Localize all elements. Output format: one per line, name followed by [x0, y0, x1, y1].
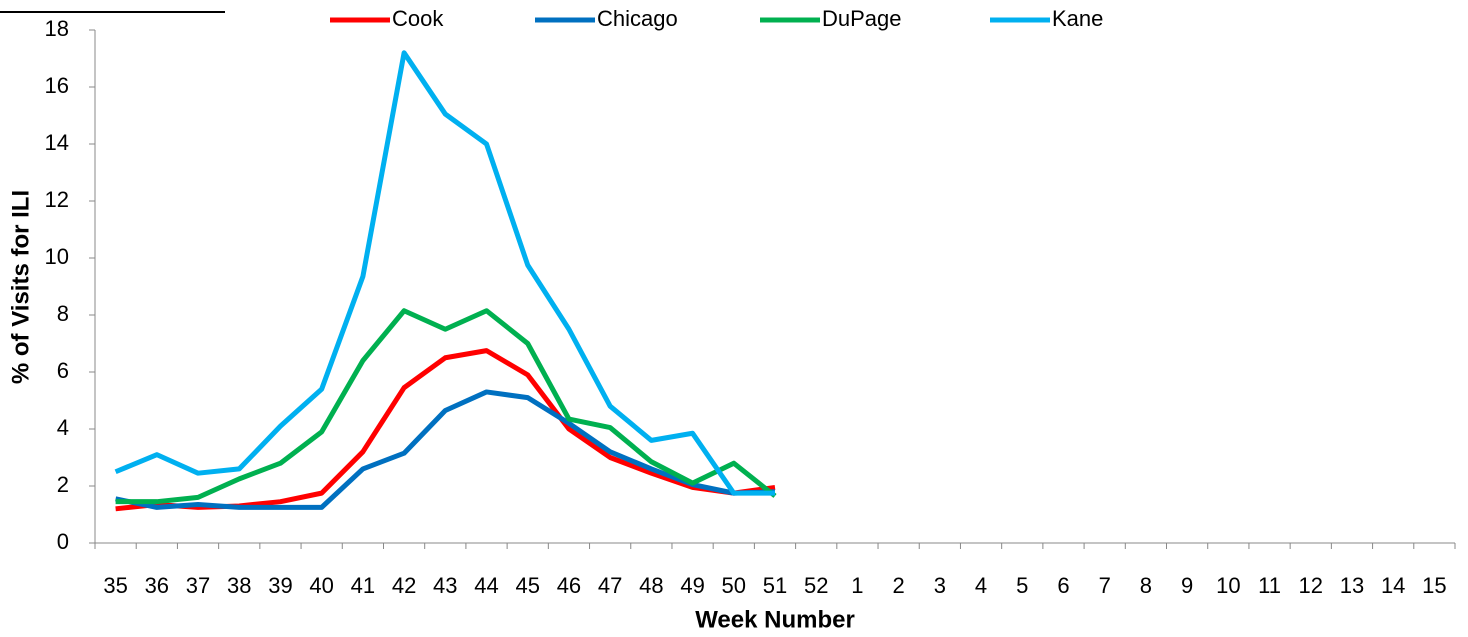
x-axis-title: Week Number: [695, 606, 855, 633]
y-tick-label: 16: [45, 73, 69, 98]
y-tick-label: 2: [57, 472, 69, 497]
y-tick-label: 0: [57, 529, 69, 554]
x-tick-label: 41: [351, 573, 375, 598]
series-line: [115, 308, 777, 505]
x-tick-label: 48: [639, 573, 663, 598]
x-tick-label: 49: [680, 573, 704, 598]
legend-label: Cook: [392, 6, 444, 31]
x-tick-label: 2: [893, 573, 905, 598]
x-tick-label: 10: [1216, 573, 1240, 598]
x-tick-label: 1: [851, 573, 863, 598]
x-tick-label: 8: [1140, 573, 1152, 598]
series-line: [115, 348, 776, 512]
x-tick-label: 14: [1381, 573, 1405, 598]
x-tick-label: 3: [934, 573, 946, 598]
y-tick-label: 4: [57, 415, 69, 440]
x-tick-label: 42: [392, 573, 416, 598]
x-tick-label: 46: [557, 573, 581, 598]
x-tick-label: 36: [145, 573, 169, 598]
y-tick-label: 10: [45, 244, 69, 269]
y-axis-title: % of Visits for ILI: [7, 190, 34, 384]
legend-label: Chicago: [597, 6, 678, 31]
x-tick-label: 35: [103, 573, 127, 598]
x-tick-label: 15: [1422, 573, 1446, 598]
x-tick-label: 51: [763, 573, 787, 598]
y-tick-label: 18: [45, 16, 69, 41]
x-tick-label: 5: [1016, 573, 1028, 598]
legend-label: DuPage: [822, 6, 902, 31]
x-tick-label: 6: [1057, 573, 1069, 598]
x-tick-label: 45: [515, 573, 539, 598]
x-tick-label: 4: [975, 573, 987, 598]
x-tick-label: 37: [186, 573, 210, 598]
x-tick-label: 47: [598, 573, 622, 598]
x-tick-label: 40: [309, 573, 333, 598]
x-tick-label: 43: [433, 573, 457, 598]
x-tick-label: 50: [722, 573, 746, 598]
x-tick-label: 12: [1299, 573, 1323, 598]
x-tick-label: 52: [804, 573, 828, 598]
x-tick-label: 44: [474, 573, 498, 598]
y-tick-label: 12: [45, 187, 69, 212]
x-tick-label: 9: [1181, 573, 1193, 598]
x-tick-label: 11: [1258, 573, 1281, 598]
y-tick-label: 6: [57, 358, 69, 383]
x-tick-label: 38: [227, 573, 251, 598]
y-tick-label: 14: [45, 130, 69, 155]
x-tick-label: 7: [1099, 573, 1111, 598]
series-line: [115, 389, 776, 510]
y-tick-label: 8: [57, 301, 69, 326]
x-tick-label: 39: [268, 573, 292, 598]
series-line: [114, 50, 775, 496]
legend-label: Kane: [1052, 6, 1103, 31]
x-tick-label: 13: [1340, 573, 1364, 598]
